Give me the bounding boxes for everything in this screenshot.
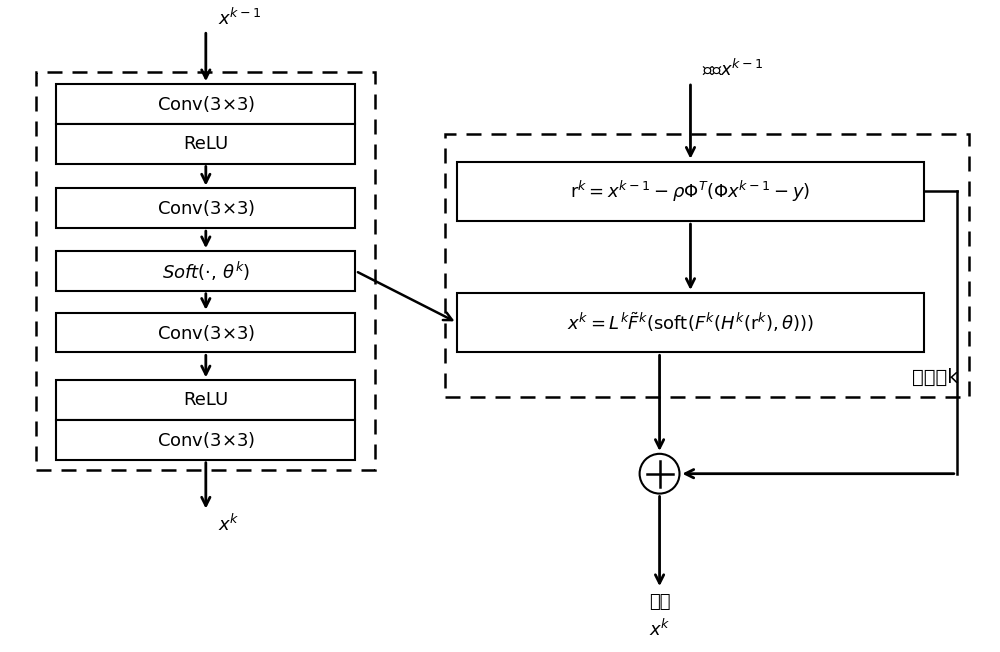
Text: ReLU: ReLU xyxy=(183,391,228,409)
Text: Conv(3$\times$3): Conv(3$\times$3) xyxy=(157,323,255,342)
Text: $\mathit{Soft}(\cdot,\,\theta^k)$: $\mathit{Soft}(\cdot,\,\theta^k)$ xyxy=(162,259,250,282)
Text: $x^k$: $x^k$ xyxy=(649,619,670,640)
Text: Conv(3$\times$3): Conv(3$\times$3) xyxy=(157,94,255,114)
Text: Conv(3$\times$3): Conv(3$\times$3) xyxy=(157,430,255,450)
Text: 重构块k: 重构块k xyxy=(912,368,959,387)
FancyBboxPatch shape xyxy=(457,293,924,353)
FancyBboxPatch shape xyxy=(56,380,355,420)
Text: 输出: 输出 xyxy=(649,593,670,611)
FancyBboxPatch shape xyxy=(56,313,355,353)
Text: $\mathrm{r}^k = x^{k-1} - \rho\Phi^T(\Phi x^{k-1} - y)$: $\mathrm{r}^k = x^{k-1} - \rho\Phi^T(\Ph… xyxy=(570,179,811,204)
FancyBboxPatch shape xyxy=(56,188,355,228)
Text: $x^k$: $x^k$ xyxy=(218,513,239,535)
FancyBboxPatch shape xyxy=(56,251,355,291)
FancyBboxPatch shape xyxy=(56,84,355,124)
Text: 输入$x^{k-1}$: 输入$x^{k-1}$ xyxy=(702,59,764,79)
Text: $x^{k-1}$: $x^{k-1}$ xyxy=(218,7,261,29)
FancyBboxPatch shape xyxy=(457,162,924,221)
Text: Conv(3$\times$3): Conv(3$\times$3) xyxy=(157,198,255,218)
FancyBboxPatch shape xyxy=(56,420,355,460)
Text: $x^k = L^k\tilde{F}^k(\mathrm{soft}(F^k(H^k(\mathrm{r}^k),\theta)))$: $x^k = L^k\tilde{F}^k(\mathrm{soft}(F^k(… xyxy=(567,311,814,334)
Text: ReLU: ReLU xyxy=(183,135,228,153)
FancyBboxPatch shape xyxy=(56,124,355,164)
Circle shape xyxy=(640,454,680,494)
